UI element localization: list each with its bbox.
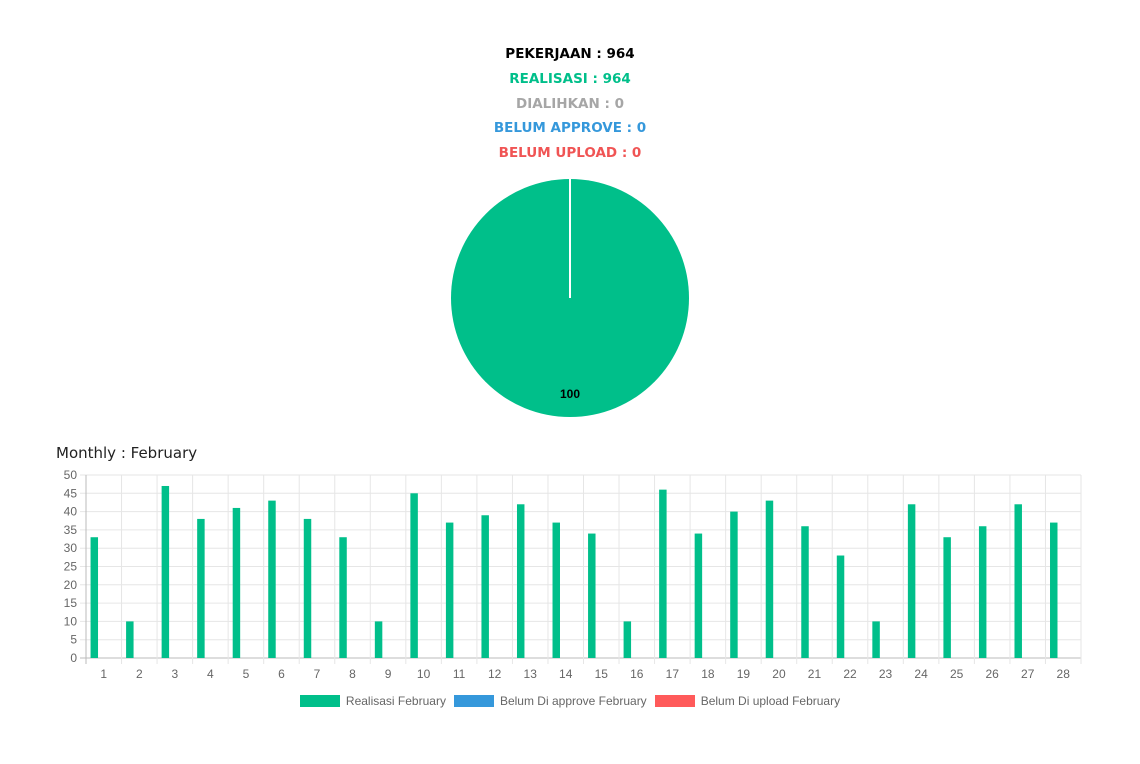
bar-0-7[interactable] [303,518,312,658]
belum-approve-total: BELUM APPROVE : 0 [493,120,647,137]
pekerjaan-total: PEKERJAAN : 964 [505,46,635,62]
x-tick-label: 14 [559,667,573,681]
bar-0-20[interactable] [765,500,774,658]
bar-0-22[interactable] [836,555,845,658]
x-tick-label: 1 [100,667,107,681]
legend-swatch-belum-upload [654,695,695,707]
summary-block: PEKERJAAN : 964 REALISASI : 964 DIALIHKA… [0,42,1140,166]
y-tick-label: 0 [70,651,77,665]
bar-0-15[interactable] [588,533,596,658]
bar-0-11[interactable] [445,522,454,658]
x-tick-label: 27 [1021,667,1035,681]
x-tick-label: 23 [879,667,893,681]
x-tick-label: 13 [524,667,538,681]
x-tick-label: 9 [385,667,392,681]
bar-0-2[interactable] [126,621,134,658]
y-tick-label: 25 [64,560,78,574]
realisasi-total: REALISASI : 964 [509,70,631,87]
bar-0-4[interactable] [197,518,205,658]
bar-0-27[interactable] [1014,504,1022,658]
legend-label-realisasi: Realisasi February [345,694,446,708]
x-tick-label: 11 [453,667,466,681]
x-tick-label: 3 [171,667,178,681]
belum-upload-total: BELUM UPLOAD : 0 [498,145,642,162]
legend-swatch-belum-approve [453,695,494,707]
x-tick-label: 17 [666,667,680,681]
bar-0-1[interactable] [90,537,99,658]
x-tick-label: 2 [136,667,143,681]
legend-swatch-realisasi [299,695,340,707]
y-tick-label: 50 [64,468,78,482]
pie-data-label: 100 [560,387,580,401]
y-tick-label: 40 [64,505,78,519]
x-tick-label: 4 [207,667,214,681]
chart-legend: Realisasi February Belum Di approve Febr… [0,694,1140,708]
bar-0-18[interactable] [694,533,703,658]
x-tick-label: 22 [843,667,857,681]
monthly-title: Monthly : February [56,444,198,462]
legend-item-belum-upload[interactable]: Belum Di upload February [654,694,841,708]
legend-label-belum-upload: Belum Di upload February [700,694,841,708]
x-tick-label: 6 [278,667,285,681]
bar-0-23[interactable] [872,621,880,658]
legend-item-realisasi[interactable]: Realisasi February [299,694,446,708]
x-tick-label: 24 [914,667,928,681]
y-tick-label: 15 [64,596,78,610]
series-0 [90,485,1058,658]
bar-0-12[interactable] [481,515,489,658]
pie-chart: 100 [451,179,689,417]
bar-0-10[interactable] [410,493,418,658]
bar-0-28[interactable] [1050,522,1058,658]
bar-0-25[interactable] [943,537,951,658]
x-tick-label: 15 [595,667,609,681]
x-tick-label: 20 [772,667,786,681]
x-tick-label: 25 [950,667,964,681]
bar-0-6[interactable] [268,500,276,658]
bar-0-3[interactable] [161,485,170,658]
bar-0-14[interactable] [552,522,560,658]
x-tick-label: 26 [985,667,999,681]
x-tick-label: 8 [349,667,356,681]
bar-0-5[interactable] [232,507,241,658]
x-tick-label: 7 [314,667,321,681]
chart-grid [80,474,1082,664]
bar-0-8[interactable] [339,537,347,658]
legend-item-belum-approve[interactable]: Belum Di approve February [453,694,647,708]
x-tick-label: 21 [808,667,822,681]
x-tick-label: 16 [630,667,644,681]
bar-0-21[interactable] [801,526,809,658]
y-tick-label: 30 [64,541,78,555]
x-tick-label: 12 [488,667,502,681]
y-tick-label: 5 [70,633,77,647]
y-tick-label: 10 [64,614,78,628]
bar-0-26[interactable] [978,526,987,658]
x-tick-label: 18 [701,667,715,681]
x-tick-label: 19 [737,667,751,681]
legend-label-belum-approve: Belum Di approve February [499,694,647,708]
bar-0-19[interactable] [730,511,738,658]
bar-0-17[interactable] [659,489,667,658]
bar-0-13[interactable] [516,504,525,658]
y-tick-label: 45 [64,486,78,500]
dialihkan-total: DIALIHKAN : 0 [516,95,624,112]
bar-0-9[interactable] [374,621,383,658]
x-tick-label: 28 [1057,667,1071,681]
y-tick-label: 20 [64,578,78,592]
bar-0-16[interactable] [623,621,632,658]
bar-0-24[interactable] [907,504,916,658]
x-tick-label: 10 [417,667,431,681]
x-tick-label: 5 [243,667,250,681]
y-tick-label: 35 [64,523,78,537]
